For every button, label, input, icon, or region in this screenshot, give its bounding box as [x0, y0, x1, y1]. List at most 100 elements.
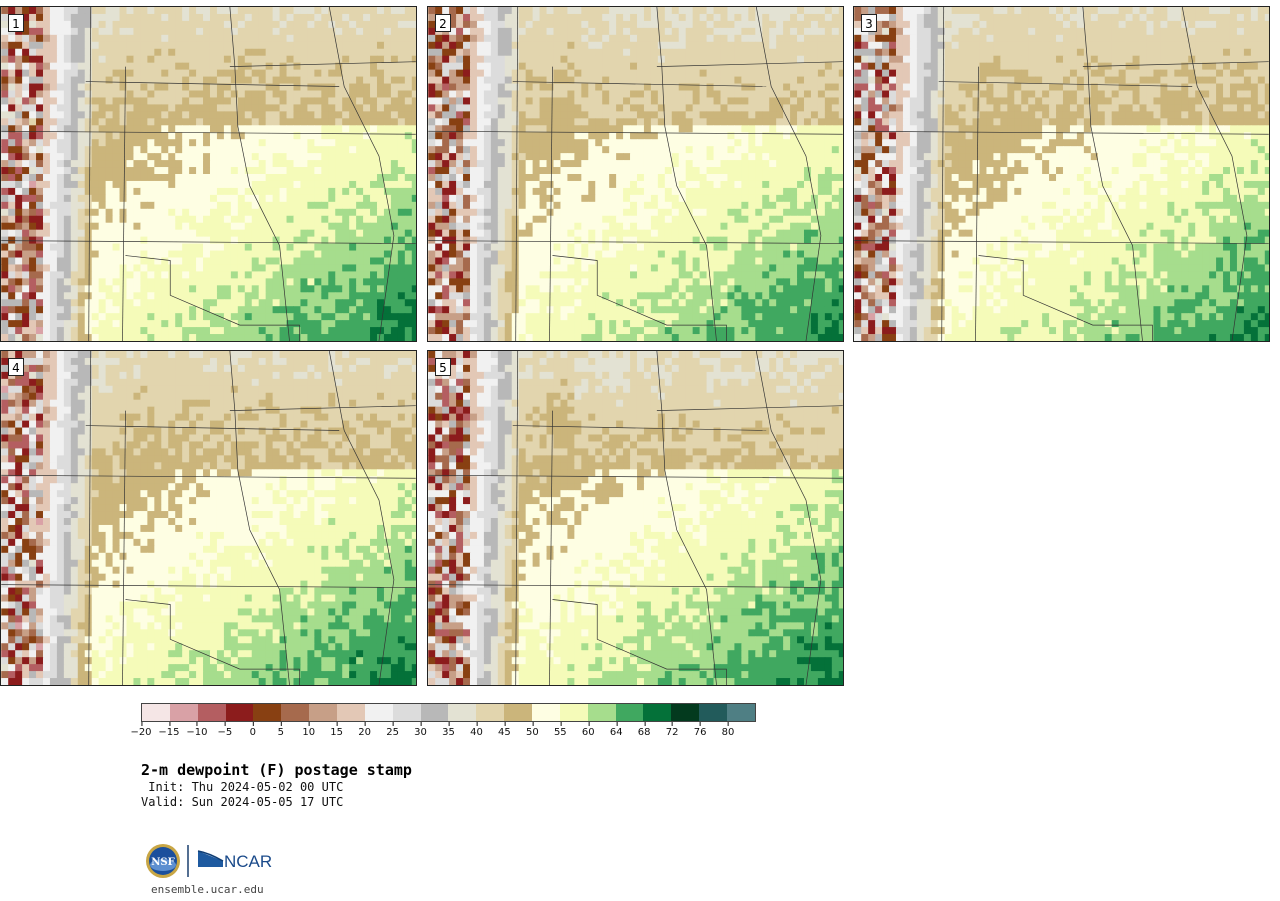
state-boundary [938, 81, 1193, 87]
colorbar-swatch [532, 704, 560, 721]
colorbar-swatch [448, 704, 477, 721]
panel-number-label: 3 [861, 14, 877, 32]
state-boundary [941, 7, 945, 341]
state-boundary [1, 240, 416, 244]
state-boundary [125, 599, 300, 685]
colorbar-tick-label: −20 [130, 722, 152, 738]
state-boundary [1, 130, 416, 135]
colorbar-tick-label: 20 [358, 722, 371, 738]
postage-stamp-panel-2: 2 [427, 6, 844, 342]
state-boundary [125, 255, 300, 341]
colorbar-tick-label: −5 [217, 722, 232, 738]
colorbar-ticks: −20 −15 −10 −5 0 5 10 15 20 25 30 35 40 45 50 55 60 64 68 7… [130, 722, 756, 738]
colorbar-swatch [225, 704, 254, 721]
colorbar-swatch [197, 704, 226, 721]
state-boundary [1181, 7, 1248, 341]
panel-number-label: 5 [435, 358, 451, 376]
colorbar-tick-label: 5 [278, 722, 284, 738]
colorbar-tick-label: 35 [442, 722, 455, 738]
plot-title: 2-m dewpoint (F) postage stamp [141, 761, 412, 779]
valid-time: Valid: Sun 2024-05-05 17 UTC [141, 795, 344, 809]
site-url: ensemble.ucar.edu [151, 883, 264, 896]
colorbar-tick-label: 25 [386, 722, 399, 738]
colorbar-swatch [337, 704, 365, 721]
panel-number-label: 4 [8, 358, 24, 376]
init-time: Init: Thu 2024-05-02 00 UTC [141, 780, 344, 794]
state-boundary [549, 66, 553, 341]
state-boundary [854, 130, 1269, 135]
colorbar-swatch [169, 704, 198, 721]
postage-stamp-panel-3: 3 [853, 6, 1270, 342]
colorbar-swatch [504, 704, 533, 721]
state-boundary [656, 405, 843, 411]
colorbar-tick-label: 68 [638, 722, 651, 738]
state-boundary [85, 425, 340, 431]
state-boundary [229, 7, 290, 341]
state-boundary [229, 405, 416, 411]
state-boundary [428, 474, 843, 479]
colorbar-swatch [420, 704, 449, 721]
nsf-logo-icon: NSF [146, 844, 180, 878]
state-boundary [978, 255, 1153, 341]
state-boundary [552, 255, 727, 341]
colorbar-tick-label: 60 [582, 722, 595, 738]
colorbar-swatch [671, 704, 700, 721]
colorbar-tick-label: 30 [414, 722, 427, 738]
state-boundary [229, 351, 290, 685]
state-boundary [1082, 7, 1143, 341]
state-boundary [328, 7, 395, 341]
state-boundary [656, 351, 717, 685]
colorbar-swatch [559, 704, 588, 721]
state-boundary [428, 130, 843, 135]
colorbar-swatch [392, 704, 421, 721]
colorbar-swatch [253, 704, 282, 721]
colorbar-swatch [281, 704, 310, 721]
colorbar-swatch [699, 704, 728, 721]
colorbar-tick-label: −15 [158, 722, 180, 738]
state-boundary [755, 7, 822, 341]
colorbar-swatch [364, 704, 393, 721]
state-boundary [88, 351, 92, 685]
colorbar-tick-label: 10 [302, 722, 315, 738]
colorbar-tick-label: 76 [694, 722, 706, 738]
nsf-logo-text: NSF [151, 857, 174, 868]
dewpoint-field [428, 351, 843, 685]
state-boundary [854, 240, 1269, 244]
state-boundary [85, 81, 340, 87]
colorbar-tick-label: 0 [250, 722, 256, 738]
state-boundary [515, 7, 519, 341]
state-boundary [122, 66, 126, 341]
state-boundary [328, 351, 395, 685]
colorbar-tick-label: −10 [186, 722, 207, 738]
colorbar-swatch [587, 704, 616, 721]
dewpoint-field [854, 7, 1269, 341]
state-boundary [512, 81, 767, 87]
postage-stamp-panel-1: 1 [0, 6, 417, 342]
colorbar-tick-label: 72 [666, 722, 678, 738]
state-boundary [88, 7, 92, 341]
state-boundary [515, 351, 519, 685]
state-boundary [1, 584, 416, 588]
colorbar-tick-label: 15 [330, 722, 343, 738]
colorbar-swatch [727, 704, 755, 721]
state-boundary [1082, 61, 1269, 67]
colorbar-tick-label: 80 [722, 722, 734, 738]
colorbar-swatch [142, 704, 170, 721]
state-boundary [512, 425, 767, 431]
colorbar-swatch [643, 704, 672, 721]
ncar-logo-text: NCAR [224, 852, 272, 871]
state-boundary [428, 240, 843, 244]
colorbar-swatch [476, 704, 505, 721]
dewpoint-field [1, 7, 416, 341]
colorbar-tick-label: 64 [610, 722, 623, 738]
ncar-logo-icon: NCAR [197, 850, 272, 871]
state-boundary [552, 599, 727, 685]
logos: NSF NCAR [145, 843, 285, 879]
colorbar-tick-label: 40 [470, 722, 483, 738]
postage-stamp-panel-4: 4 [0, 350, 417, 686]
colorbar [141, 703, 756, 722]
panel-number-label: 1 [8, 14, 24, 32]
state-boundary [656, 61, 843, 67]
colorbar-tick-label: 45 [498, 722, 511, 738]
state-boundary [975, 66, 979, 341]
